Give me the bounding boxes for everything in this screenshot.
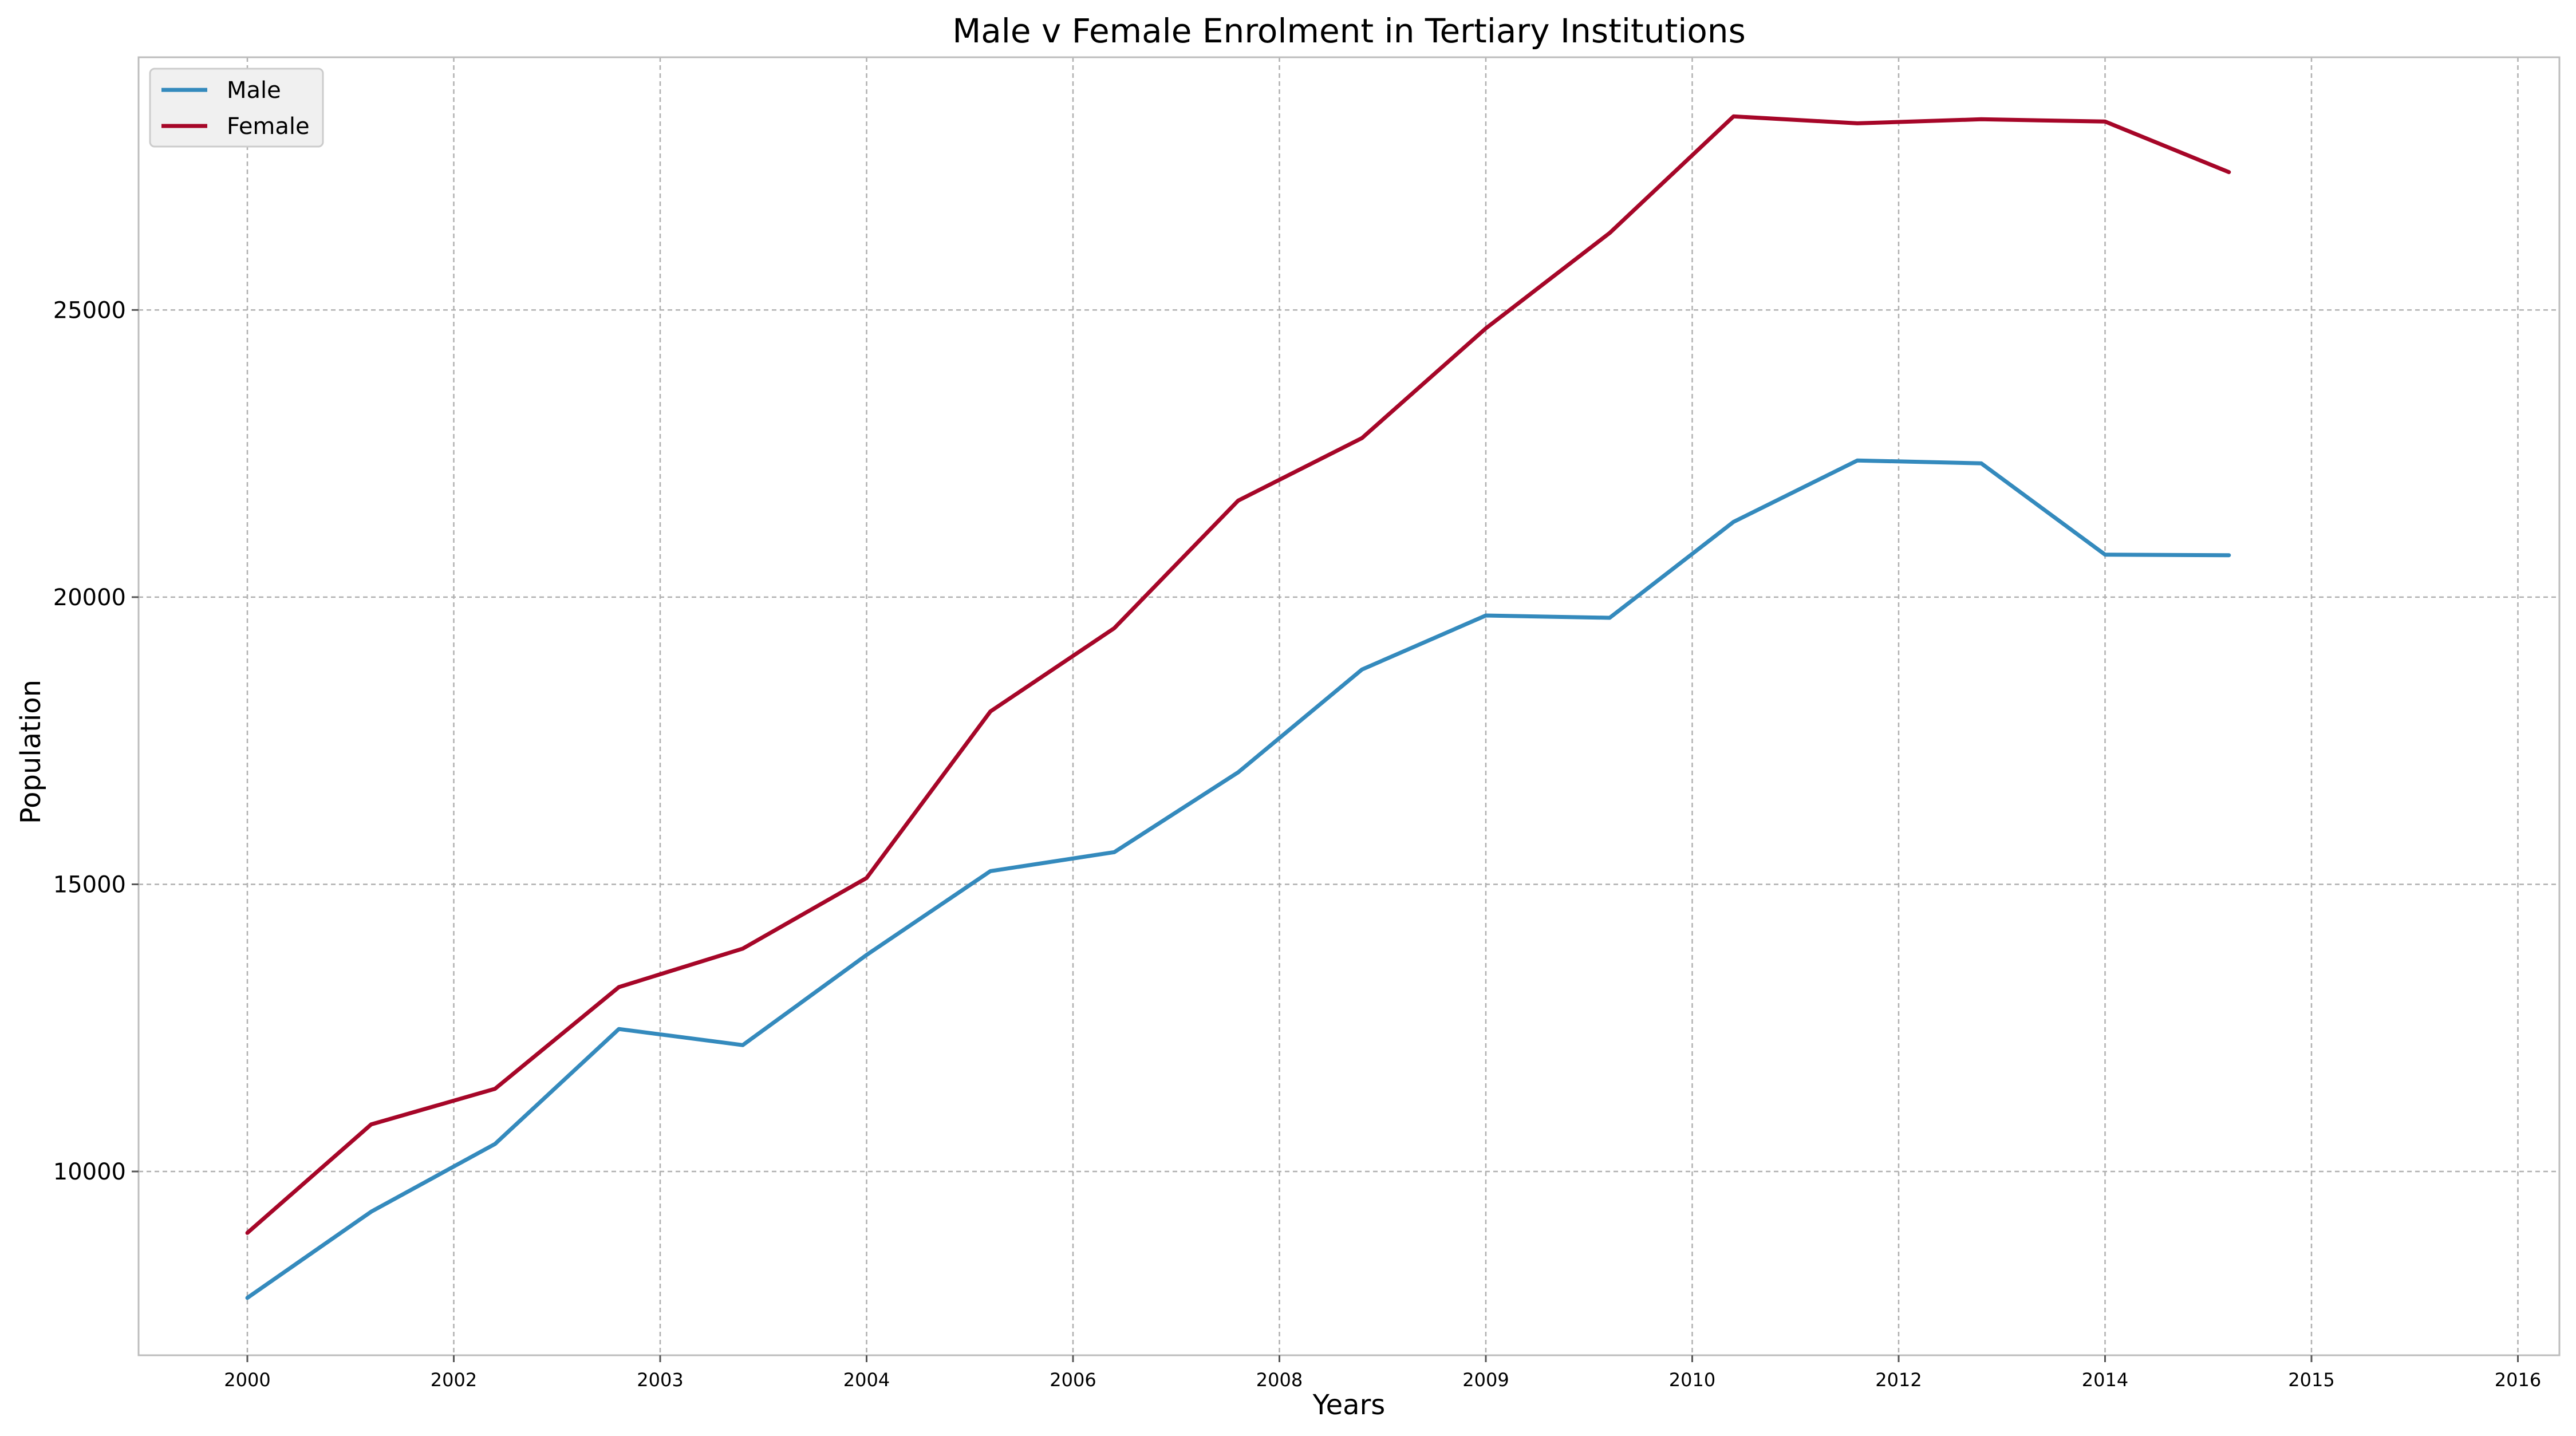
series-line-male (245, 458, 2231, 1300)
y-axis-ticks: 10000 15000 20000 25000 (53, 297, 139, 1185)
x-tick-label: 2010 (1669, 1369, 1715, 1391)
x-tick-label: 2003 (637, 1369, 683, 1391)
series-line-female (245, 114, 2231, 1235)
x-tick-label: 2014 (2082, 1369, 2128, 1391)
plot-area-frame (137, 56, 2561, 1356)
x-tick-label: 2004 (843, 1369, 890, 1391)
x-axis-ticks: 2000 2002 2003 2004 2006 2008 2009 2010 2012 2014… (224, 1355, 2541, 1391)
x-tick-label: 2009 (1462, 1369, 1509, 1391)
gridlines (139, 57, 2559, 1355)
x-tick-label: 2006 (1050, 1369, 1096, 1391)
x-tick-label: 2015 (2288, 1369, 2334, 1391)
chart-title: Male v Female Enrolment in Tertiary Inst… (952, 11, 1746, 50)
legend-label-female: Female (227, 113, 310, 140)
x-tick-label: 2008 (1256, 1369, 1303, 1391)
x-tick-label: 2012 (1875, 1369, 1922, 1391)
series-lines (245, 114, 2231, 1300)
y-axis-label: Population (15, 680, 47, 824)
y-tick-label: 25000 (53, 297, 126, 324)
x-tick-label: 2002 (431, 1369, 477, 1391)
y-tick-label: 10000 (53, 1159, 126, 1185)
legend-label-male: Male (227, 77, 281, 104)
y-tick-label: 15000 (53, 871, 126, 898)
x-axis-label: Years (1312, 1389, 1386, 1421)
legend: Male Female (149, 68, 324, 148)
x-tick-label: 2016 (2495, 1369, 2541, 1391)
y-tick-label: 20000 (53, 585, 126, 611)
x-tick-label: 2000 (224, 1369, 270, 1391)
